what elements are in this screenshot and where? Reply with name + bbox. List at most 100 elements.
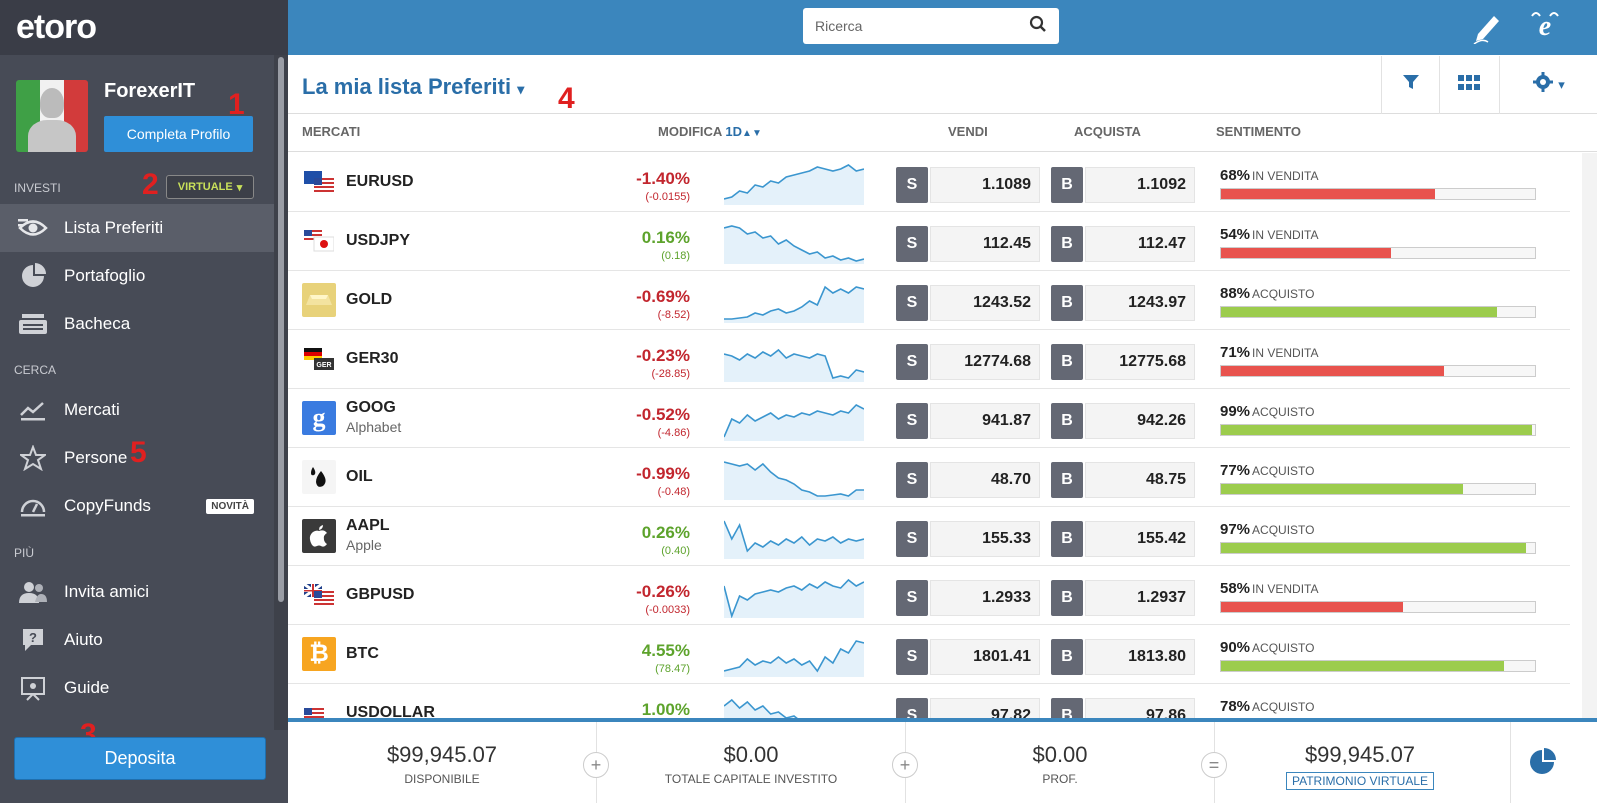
table-row[interactable]: GER GER30 -0.23% (-28.85) S 12774.68 B 1…: [288, 330, 1570, 389]
table-row[interactable]: GBPUSD -0.26% (-0.0033) S 1.2933 B 1.293…: [288, 566, 1570, 625]
sidebar-item-invite[interactable]: Invita amici: [0, 568, 274, 616]
sentiment-bar: [1220, 542, 1536, 554]
buy-button[interactable]: B: [1051, 580, 1083, 616]
buy-button[interactable]: B: [1051, 226, 1083, 262]
sell-button[interactable]: S: [896, 403, 928, 439]
table-row[interactable]: ₿ BTC 4.55% (78.47) S 1801.41 B 1813.80 …: [288, 625, 1570, 684]
sell-price[interactable]: 155.33: [930, 521, 1040, 557]
search-icon[interactable]: [1029, 15, 1047, 38]
market-symbol[interactable]: EURUSD: [346, 173, 414, 190]
table-row[interactable]: AAPL Apple 0.26% (0.40) S 155.33 B 155.4…: [288, 507, 1570, 566]
sidebar-scrollbar[interactable]: [274, 55, 288, 730]
sell-button[interactable]: S: [896, 580, 928, 616]
buy-button[interactable]: B: [1051, 344, 1083, 380]
table-row[interactable]: EURUSD -1.40% (-0.0155) S 1.1089 B 1.109…: [288, 153, 1570, 212]
sidebar-item-feed[interactable]: Bacheca: [0, 300, 274, 348]
sell-price[interactable]: 12774.68: [930, 344, 1040, 380]
search-box[interactable]: [803, 8, 1059, 44]
col-sentiment[interactable]: SENTIMENTO: [1216, 124, 1301, 139]
username[interactable]: ForexerIT: [104, 80, 196, 102]
table-scrollbar[interactable]: [1582, 153, 1597, 718]
sell-price[interactable]: 48.70: [930, 462, 1040, 498]
etoro-e-icon[interactable]: e: [1528, 8, 1562, 49]
sparkline-area: [724, 350, 864, 382]
svg-text:?: ?: [29, 630, 37, 645]
sell-button[interactable]: S: [896, 462, 928, 498]
filter-button[interactable]: [1381, 56, 1439, 114]
market-symbol[interactable]: GOLD: [346, 291, 393, 308]
buy-price[interactable]: 942.26: [1085, 403, 1195, 439]
grid-view-button[interactable]: [1439, 56, 1497, 114]
sell-button[interactable]: S: [896, 226, 928, 262]
market-symbol[interactable]: AAPL: [346, 517, 390, 534]
edit-pencil-icon[interactable]: [1472, 10, 1502, 51]
sidebar-item-markets[interactable]: Mercati: [0, 386, 274, 434]
sidebar-scroll-thumb[interactable]: [278, 57, 284, 602]
sidebar-item-help[interactable]: ? Aiuto: [0, 616, 274, 664]
market-symbol[interactable]: GBPUSD: [346, 586, 415, 603]
table-row[interactable]: USDJPY 0.16% (0.18) S 112.45 B 112.47 54…: [288, 212, 1570, 271]
buy-button[interactable]: B: [1051, 167, 1083, 203]
col-markets[interactable]: MERCATI: [302, 124, 361, 139]
sparkline-chart: [724, 578, 864, 618]
available-value: $99,945.07: [386, 742, 498, 767]
buy-price[interactable]: 12775.68: [1085, 344, 1195, 380]
sell-button[interactable]: S: [896, 639, 928, 675]
buy-price[interactable]: 1.1092: [1085, 167, 1195, 203]
sell-button[interactable]: S: [896, 521, 928, 557]
sidebar-item-portfolio[interactable]: Portafoglio: [0, 252, 274, 300]
market-symbol[interactable]: GOOG: [346, 399, 396, 416]
buy-price[interactable]: 1813.80: [1085, 639, 1195, 675]
buy-price[interactable]: 1243.97: [1085, 285, 1195, 321]
search-input[interactable]: [815, 18, 1029, 34]
sell-button[interactable]: S: [896, 167, 928, 203]
sidebar-item-guide[interactable]: Guide: [0, 664, 274, 712]
col-sell[interactable]: VENDI: [948, 124, 988, 139]
buy-price[interactable]: 155.42: [1085, 521, 1195, 557]
market-symbol[interactable]: OIL: [346, 468, 373, 485]
watchlist-title-dropdown[interactable]: La mia lista Preferiti ▾: [302, 74, 524, 100]
sell-price[interactable]: 1243.52: [930, 285, 1040, 321]
buy-button[interactable]: B: [1051, 462, 1083, 498]
buy-price[interactable]: 97.86: [1085, 698, 1195, 718]
market-symbol[interactable]: USDOLLAR: [346, 704, 435, 718]
buy-price[interactable]: 48.75: [1085, 462, 1195, 498]
sell-price[interactable]: 1.1089: [930, 167, 1040, 203]
buy-button[interactable]: B: [1051, 639, 1083, 675]
sell-price[interactable]: 1801.41: [930, 639, 1040, 675]
sell-button[interactable]: S: [896, 344, 928, 380]
market-symbol[interactable]: USDJPY: [346, 232, 411, 249]
complete-profile-button[interactable]: Completa Profilo: [104, 116, 253, 152]
buy-price[interactable]: 1.2937: [1085, 580, 1195, 616]
portfolio-pie-icon[interactable]: [1528, 746, 1558, 781]
table-row[interactable]: g GOOG Alphabet -0.52% (-4.86) S 941.87 …: [288, 389, 1570, 448]
virtual-mode-dropdown[interactable]: VIRTUALE ▾: [166, 175, 254, 199]
buy-price[interactable]: 112.47: [1085, 226, 1195, 262]
sell-button[interactable]: S: [896, 285, 928, 321]
sell-price[interactable]: 1.2933: [930, 580, 1040, 616]
sell-price[interactable]: 97.82: [930, 698, 1040, 718]
etoro-logo[interactable]: etoro: [16, 8, 97, 46]
col-buy[interactable]: ACQUISTA: [1074, 124, 1141, 139]
period-selector[interactable]: 1D: [725, 124, 743, 139]
sell-button[interactable]: S: [896, 698, 928, 718]
sell-price[interactable]: 112.45: [930, 226, 1040, 262]
buy-button[interactable]: B: [1051, 521, 1083, 557]
market-symbol[interactable]: GER30: [346, 350, 399, 367]
table-row[interactable]: OIL -0.99% (-0.48) S 48.70 B 48.75 77% AC…: [288, 448, 1570, 507]
table-row[interactable]: USDOLLAR 1.00% S 97.82 B 97.86 78% ACQUIS…: [288, 684, 1570, 718]
buy-button[interactable]: B: [1051, 698, 1083, 718]
market-symbol[interactable]: BTC: [346, 645, 379, 662]
equity-label[interactable]: PATRIMONIO VIRTUALE: [1285, 772, 1435, 790]
sell-price[interactable]: 941.87: [930, 403, 1040, 439]
sidebar-item-watchlist[interactable]: Lista Preferiti: [0, 204, 274, 252]
sidebar-item-people[interactable]: Persone: [0, 434, 274, 482]
deposit-button[interactable]: Deposita: [14, 737, 266, 780]
table-row[interactable]: GOLD -0.69% (-8.52) S 1243.52 B 1243.97 …: [288, 271, 1570, 330]
settings-button[interactable]: ▾: [1499, 56, 1597, 114]
avatar[interactable]: [16, 80, 88, 152]
sidebar-item-copyfunds[interactable]: CopyFunds NOVITÀ: [0, 482, 274, 530]
buy-button[interactable]: B: [1051, 285, 1083, 321]
col-change[interactable]: MODIFICA 1D▲▼: [658, 124, 762, 139]
buy-button[interactable]: B: [1051, 403, 1083, 439]
